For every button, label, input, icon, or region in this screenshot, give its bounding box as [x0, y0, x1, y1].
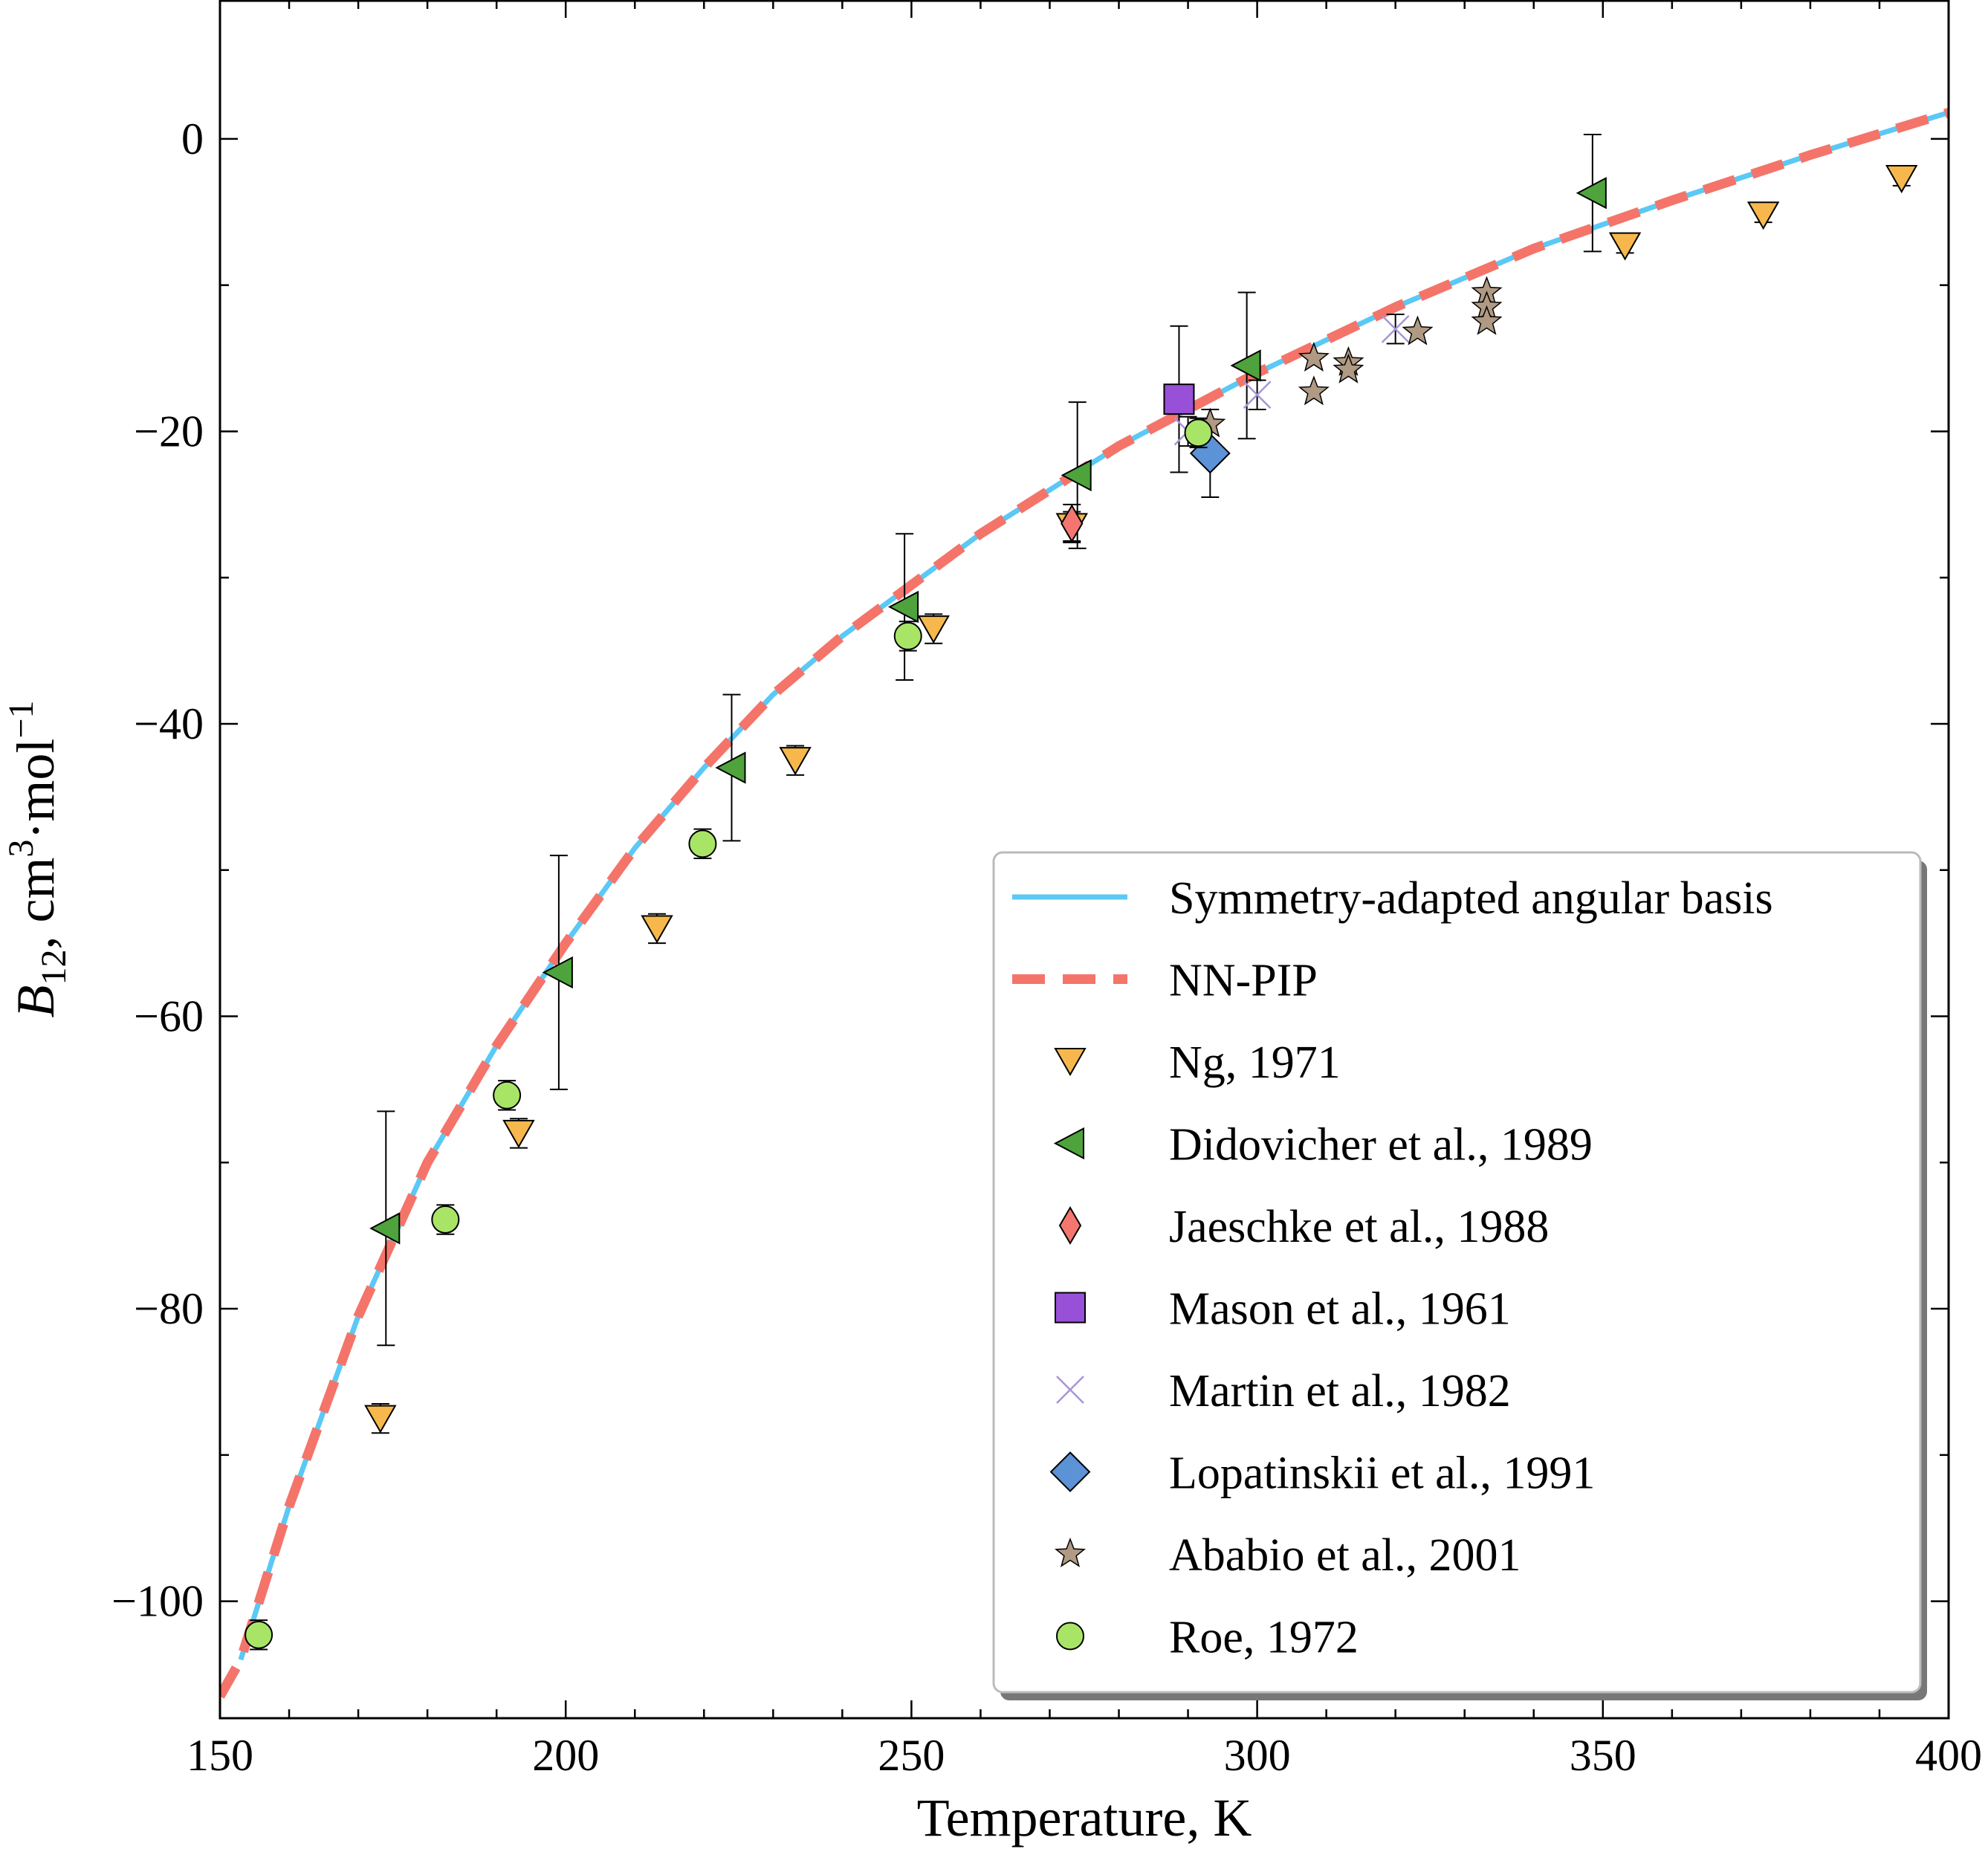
data-point-ababio-et-al-2001-8 [1471, 305, 1503, 335]
x-tick-label-150: 150 [187, 1731, 253, 1780]
y-axis-sup-b: −1 [1, 700, 41, 738]
legend-label-roe-1972: Roe, 1972 [1169, 1613, 1359, 1663]
y-axis-sup-a: 3 [1, 840, 41, 858]
x-tick-label-400: 400 [1915, 1731, 1982, 1780]
data-point-roe-1972-3 [688, 829, 717, 858]
y-tick-label--20: −20 [134, 407, 204, 456]
data-point-ababio-et-al-2001-2 [1298, 375, 1330, 406]
legend-marker-ng-1971 [1054, 1048, 1087, 1077]
data-point-ng-1971-1 [502, 1119, 535, 1148]
data-point-roe-1972-0 [245, 1620, 273, 1649]
legend-marker-didovicher-et-al-1989 [1053, 1127, 1084, 1160]
data-point-ng-1971-6 [1608, 232, 1642, 261]
y-axis-subscript: 12 [34, 950, 74, 985]
data-point-ng-1971-8 [1885, 165, 1918, 194]
data-point-ng-1971-0 [364, 1405, 397, 1434]
data-point-ng-1971-7 [1746, 201, 1780, 230]
data-point-ng-1971-3 [779, 747, 812, 776]
legend-label-jaeschke-et-al-1988: Jaeschke et al., 1988 [1169, 1202, 1549, 1252]
legend-marker-roe-1972 [1056, 1622, 1084, 1651]
data-point-roe-1972-4 [893, 621, 922, 650]
tick-labels: 150 200 250 300 350 400 0 −20 −40 −60 −80 −100 [111, 114, 1982, 1780]
y-axis-title: B12, cm3·mol−1 [1, 700, 74, 1017]
data-point-didovicher-et-al-1989-4 [1061, 459, 1092, 492]
y-axis-unit-a: , cm [6, 858, 65, 950]
axes-frame [218, 0, 1950, 1720]
plot-area [220, 108, 1949, 1699]
x-tick-label-350: 350 [1570, 1731, 1636, 1780]
data-point-roe-1972-5 [1184, 418, 1213, 447]
y-tick-label--80: −80 [134, 1284, 204, 1333]
data-point-ng-1971-4 [917, 615, 950, 644]
y-tick-label--60: −60 [134, 992, 204, 1041]
y-tick-label-0: 0 [181, 114, 204, 163]
data-point-didovicher-et-al-1989-3 [887, 590, 919, 624]
legend-label-didovicher-et-al-1989: Didovicher et al., 1989 [1169, 1120, 1593, 1170]
legend-box [992, 851, 1922, 1694]
data-point-roe-1972-1 [431, 1205, 460, 1234]
legend: Symmetry-adapted angular basis NN-PIP Ng, … [992, 851, 1927, 1700]
data-point-ng-1971-2 [641, 915, 673, 944]
legend-marker-jaeschke-et-al-1988 [1058, 1206, 1082, 1245]
legend-label-lopatinskii-et-al-1991: Lopatinskii et al., 1991 [1169, 1448, 1595, 1499]
y-tick-label--40: −40 [134, 699, 204, 748]
data-point-didovicher-et-al-1989-1 [542, 956, 573, 989]
data-point-ababio-et-al-2001-5 [1402, 315, 1434, 346]
data-point-didovicher-et-al-1989-6 [1576, 177, 1607, 210]
legend-label-mason-et-al-1961: Mason et al., 1961 [1169, 1284, 1511, 1335]
data-point-martin-et-al-1982-1 [1243, 381, 1272, 409]
y-axis-symbol: B [6, 985, 65, 1018]
legend-marker-ababio-et-al-2001 [1054, 1537, 1087, 1567]
legend-marker-martin-et-al-1982 [1056, 1376, 1084, 1404]
legend-label-symmetry-adapted-angular-basis: Symmetry-adapted angular basis [1169, 873, 1773, 924]
y-axis-unit-b: ·mol [6, 739, 65, 840]
data-point-ababio-et-al-2001-1 [1298, 341, 1330, 372]
data-point-roe-1972-2 [493, 1081, 522, 1110]
data-point-didovicher-et-al-1989-0 [369, 1212, 401, 1245]
x-tick-label-200: 200 [532, 1731, 599, 1780]
legend-marker-lopatinskii-et-al-1991 [1049, 1451, 1091, 1492]
data-point-ababio-et-al-2001-4 [1333, 353, 1364, 383]
data-point-mason-et-al-1961-0 [1163, 383, 1195, 415]
x-tick-label-300: 300 [1224, 1731, 1291, 1780]
x-axis-title: Temperature, K [917, 1788, 1252, 1848]
series-line-nn-pip [220, 108, 1949, 1699]
data-point-martin-et-al-1982-2 [1381, 314, 1410, 343]
data-point-didovicher-et-al-1989-2 [715, 751, 746, 784]
legend-label-nn-pip: NN-PIP [1169, 956, 1318, 1006]
plot-frame [218, 0, 1950, 1720]
legend-marker-mason-et-al-1961 [1055, 1292, 1086, 1324]
data-point-didovicher-et-al-1989-5 [1230, 349, 1261, 382]
legend-label-martin-et-al-1982: Martin et al., 1982 [1169, 1366, 1511, 1416]
y-tick-label--100: −100 [111, 1577, 204, 1626]
x-tick-label-250: 250 [878, 1731, 945, 1780]
legend-label-ng-1971: Ng, 1971 [1169, 1037, 1341, 1088]
data-point-jaeschke-et-al-1988-0 [1061, 504, 1084, 543]
legend-label-ababio-et-al-2001: Ababio et al., 2001 [1169, 1530, 1521, 1581]
